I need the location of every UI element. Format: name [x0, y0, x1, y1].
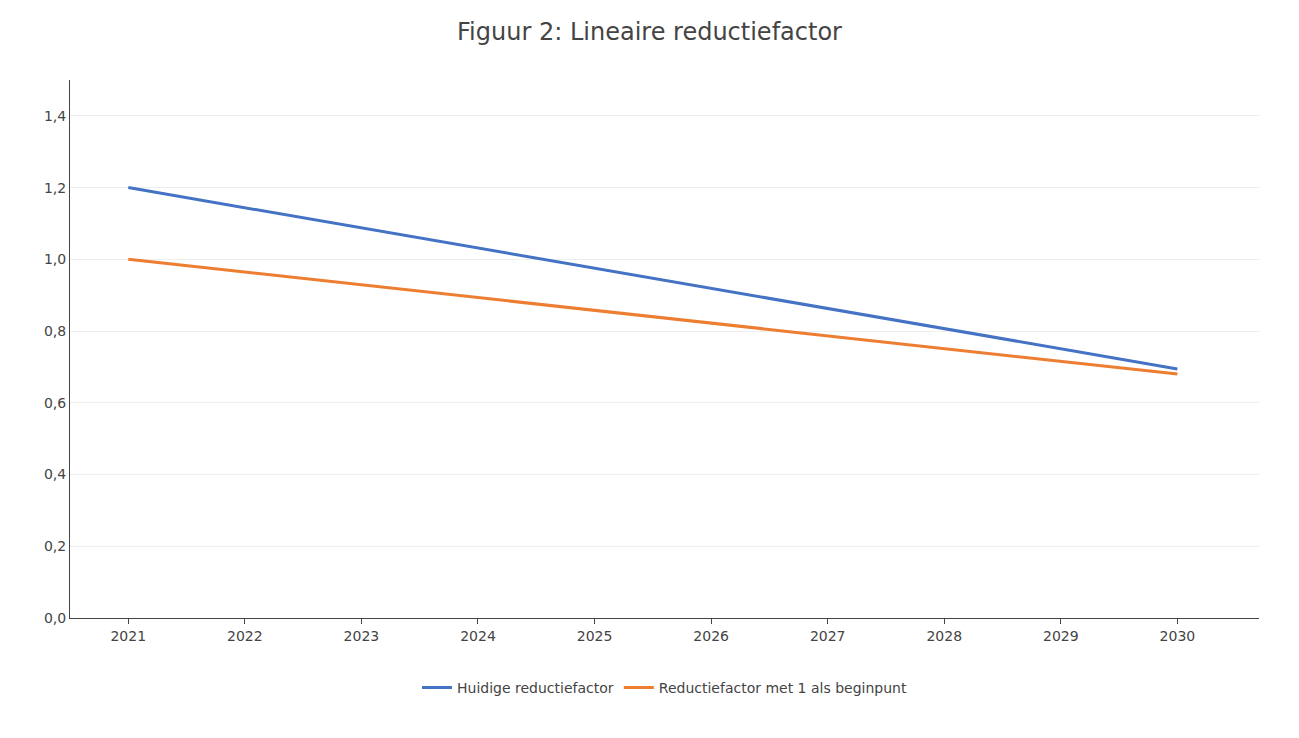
svg-text:2029: 2029 [1043, 628, 1079, 644]
svg-text:1,2: 1,2 [44, 180, 66, 196]
svg-text:0,4: 0,4 [44, 466, 66, 482]
svg-text:2026: 2026 [693, 628, 729, 644]
svg-text:2021: 2021 [110, 628, 146, 644]
svg-text:0,6: 0,6 [44, 395, 66, 411]
svg-text:2022: 2022 [227, 628, 263, 644]
svg-text:0,0: 0,0 [44, 610, 66, 626]
svg-text:Figuur 2: Lineaire reductiefac: Figuur 2: Lineaire reductiefactor [457, 18, 842, 46]
svg-text:1,4: 1,4 [44, 108, 66, 124]
svg-text:2030: 2030 [1160, 628, 1196, 644]
svg-text:2025: 2025 [577, 628, 613, 644]
svg-text:2028: 2028 [926, 628, 962, 644]
svg-text:2023: 2023 [344, 628, 380, 644]
svg-text:0,2: 0,2 [44, 538, 66, 554]
svg-text:1,0: 1,0 [44, 251, 66, 267]
svg-text:Reductiefactor met 1 als begin: Reductiefactor met 1 als beginpunt [659, 680, 907, 696]
svg-text:2027: 2027 [810, 628, 846, 644]
svg-text:0,8: 0,8 [44, 323, 66, 339]
svg-text:2024: 2024 [460, 628, 496, 644]
svg-text:Huidige reductiefactor: Huidige reductiefactor [457, 680, 614, 696]
